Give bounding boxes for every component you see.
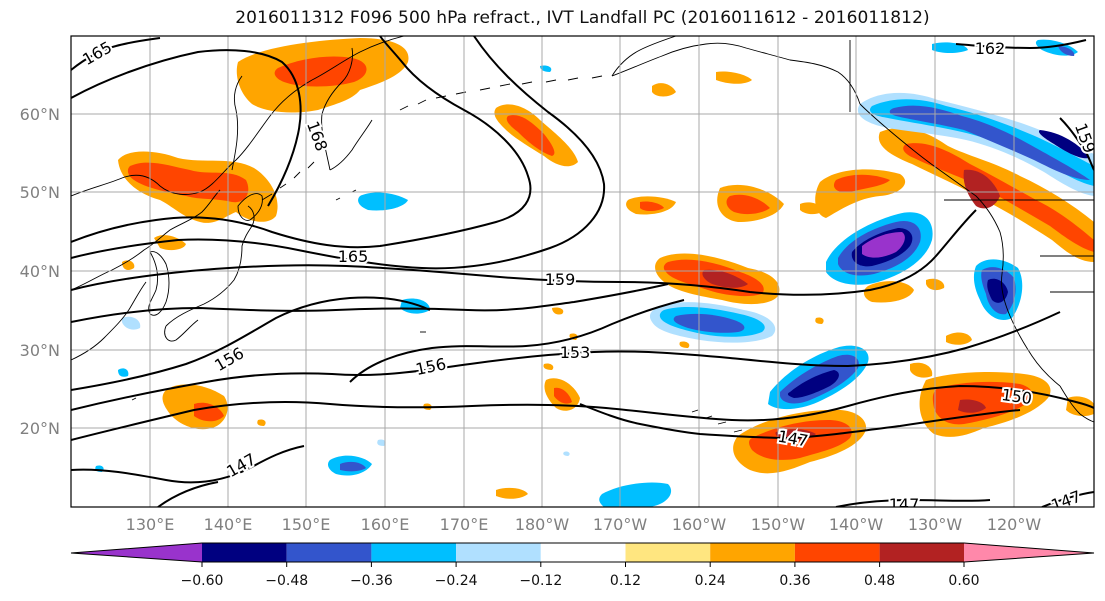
colorbar-segment-7 (710, 543, 795, 562)
lat-label-60n: 60°N (20, 105, 60, 124)
map-frame (70, 35, 1095, 508)
lon-label-140w: 140°W (829, 515, 884, 534)
lon-label-140e: 140°E (204, 515, 253, 534)
lon-label-160w: 160°W (672, 515, 727, 534)
colorbar-extend-right (964, 543, 1094, 562)
lon-label-170w: 170°W (593, 515, 648, 534)
contour-label-165: 165 (338, 247, 369, 266)
longitude-labels: 130°E 140°E 150°E 160°E 170°E 180°W 170°… (126, 515, 1042, 534)
lon-label-180w: 180°W (515, 515, 570, 534)
colorbar-tick-label: −0.36 (350, 573, 393, 589)
coastlines (71, 36, 1094, 433)
lon-label-130w: 130°W (908, 515, 963, 534)
colorbar-segment-2 (286, 543, 372, 562)
colorbar-tick-label: −0.60 (181, 573, 224, 589)
latitude-labels: 60°N 50°N 40°N 30°N 20°N (20, 105, 60, 438)
colorbar-segment-9 (879, 543, 964, 562)
colorbar-tick-label: 0.12 (610, 573, 641, 589)
colorbar-segment-4 (456, 543, 541, 562)
lat-label-50n: 50°N (20, 183, 60, 202)
map-content: 165 168 165 159 156 156 153 150 147 147 … (71, 36, 1094, 514)
colorbar-segment-6 (625, 543, 711, 562)
colorbar-tick-labels: −0.60 −0.48 −0.36 −0.24 −0.12 0.12 0.24 … (181, 573, 980, 589)
colorbar-tick-label: 0.60 (948, 573, 979, 589)
colorbar: −0.60 −0.48 −0.36 −0.24 −0.12 0.12 0.24 … (70, 542, 1095, 589)
colorbar-tick-label: 0.24 (695, 573, 726, 589)
lon-label-160e: 160°E (361, 515, 410, 534)
negative-anomaly-shading (95, 39, 1094, 507)
colorbar-extend-left (71, 543, 202, 562)
colorbar-tick-label: 0.48 (864, 573, 895, 589)
colorbar-tick-label: −0.48 (265, 573, 308, 589)
colorbar-segment-3 (371, 543, 457, 562)
map-title: 2016011312 F096 500 hPa refract., IVT La… (235, 8, 930, 28)
graticule (71, 36, 1094, 507)
lon-label-150e: 150°E (282, 515, 331, 534)
lat-label-30n: 30°N (20, 341, 60, 360)
colorbar-tick-label: −0.12 (519, 573, 562, 589)
lon-label-150w: 150°W (751, 515, 806, 534)
refractivity-contours (71, 36, 1094, 507)
colorbar-tick-label: −0.24 (435, 573, 478, 589)
positive-anomaly-shading (118, 38, 1094, 499)
contour-label-159: 159 (545, 270, 576, 289)
colorbar-tick-marks (201, 562, 965, 567)
contour-label-153: 153 (560, 343, 591, 362)
colorbar-segment-1 (202, 543, 287, 562)
lon-label-120w: 120°W (987, 515, 1042, 534)
contour-label-147-bottom: 147 (889, 495, 920, 514)
colorbar-tick-label: 0.36 (779, 573, 810, 589)
lat-label-20n: 20°N (20, 419, 60, 438)
colorbar-segment-5 (540, 543, 626, 562)
contour-label-162: 162 (975, 39, 1006, 58)
lon-label-170e: 170°E (440, 515, 489, 534)
lat-label-40n: 40°N (20, 262, 60, 281)
lon-label-130e: 130°E (126, 515, 175, 534)
colorbar-segment-8 (794, 543, 880, 562)
